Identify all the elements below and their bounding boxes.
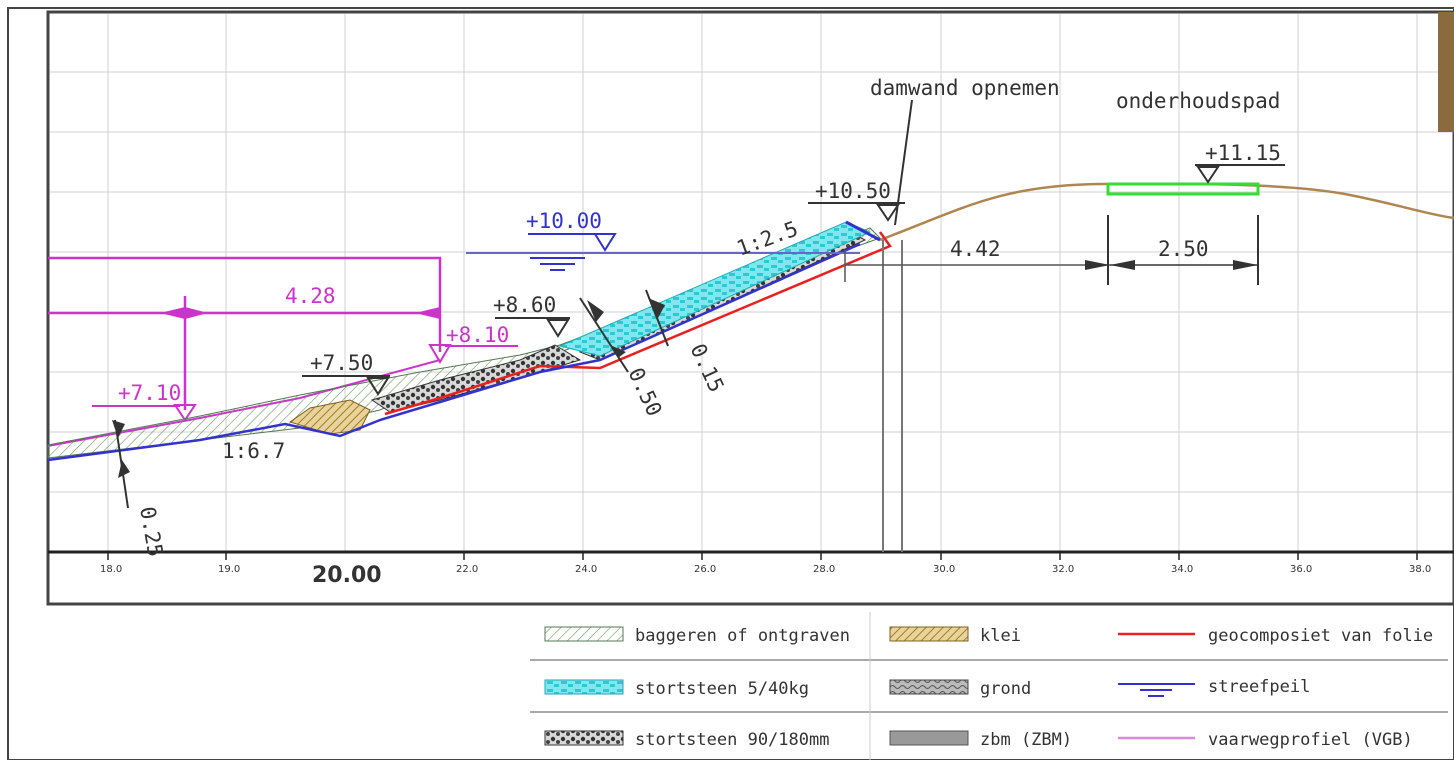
legend-swatch-stortsteen-90-180 — [544, 730, 624, 746]
dim-428-label: 4.28 — [285, 284, 336, 308]
axis-tick-label: 36.0 — [1290, 564, 1312, 575]
bottom-line — [47, 242, 861, 462]
legend-label-streefpeil: streefpeil — [1208, 677, 1310, 697]
level-1000-label: +10.00 — [526, 209, 602, 233]
legend-swatch-grond — [889, 679, 969, 695]
slope-167-label: 1:6.7 — [222, 439, 285, 463]
stones-5-40-layer — [558, 221, 872, 357]
level-810-label: +8.10 — [446, 323, 509, 347]
legend-swatch-zbm — [889, 730, 969, 746]
level-860-marker — [546, 319, 570, 338]
dim-442-label: 4.42 — [950, 237, 1001, 261]
outer-border — [7, 7, 1454, 760]
level-750-label: +7.50 — [310, 351, 373, 375]
legend-label-vaarwegprofiel: vaarwegprofiel (VGB) — [1208, 730, 1413, 750]
thumbnail-image — [1438, 12, 1454, 132]
grid — [50, 14, 1452, 552]
level-1050-label: +10.50 — [815, 179, 891, 203]
level-710-label: +7.10 — [118, 381, 181, 405]
axis-tick-label: 22.0 — [456, 564, 478, 575]
level-1050-marker — [876, 204, 900, 222]
level-860-label: +8.60 — [493, 293, 556, 317]
damwand-label: damwand opnemen — [870, 76, 1060, 100]
axis-main-label: 20.00 — [312, 563, 382, 588]
axis-tick-label: 34.0 — [1171, 564, 1193, 575]
axis-tick-label: 19.0 — [218, 564, 240, 575]
legend-label-grond: grond — [980, 679, 1031, 699]
drawing-frame — [46, 10, 1454, 606]
damwand-leader — [894, 99, 913, 226]
axis-tick-label: 28.0 — [813, 564, 835, 575]
axis-ticks: 18.0 19.0 22.0 24.0 26.0 28.0 30.0 32.0 34.0 36.0… — [100, 552, 1431, 575]
fairway-profile-top — [48, 256, 442, 352]
legend-label-stortsteen-5-40: stortsteen 5/40kg — [635, 679, 809, 699]
legend: baggeren of ontgraven klei geocomposiet … — [530, 612, 1448, 760]
level-1115-label: +11.15 — [1205, 141, 1281, 165]
axis-tick-label: 26.0 — [694, 564, 716, 575]
axis-tick-label: 38.0 — [1409, 564, 1431, 575]
legend-swatch-klei — [889, 626, 969, 642]
legend-swatch-stortsteen-5-40 — [544, 679, 624, 695]
onderhoudspad-label: onderhoudspad — [1116, 89, 1280, 113]
axis-tick-label: 24.0 — [575, 564, 597, 575]
legend-label-klei: klei — [980, 626, 1021, 646]
water-level-marker — [593, 233, 617, 252]
maintenance-path — [1106, 182, 1260, 196]
level-1115-marker — [1196, 166, 1220, 184]
legend-label-zbm: zbm (ZBM) — [980, 730, 1072, 750]
legend-swatch-streefpeil — [1118, 683, 1195, 697]
legend-label-baggeren: baggeren of ontgraven — [635, 626, 850, 646]
axis-tick-label: 30.0 — [933, 564, 955, 575]
level-750-marker — [366, 377, 390, 396]
axis-tick-label: 32.0 — [1052, 564, 1074, 575]
dredge-zone — [47, 227, 881, 459]
legend-label-stortsteen-90-180: stortsteen 90/180mm — [635, 730, 829, 750]
legend-swatch-baggeren — [544, 626, 624, 642]
axis-tick-label: 18.0 — [100, 564, 122, 575]
legend-label-geocomposiet: geocomposiet van folie — [1208, 626, 1433, 646]
dim-250-label: 2.50 — [1158, 237, 1209, 261]
